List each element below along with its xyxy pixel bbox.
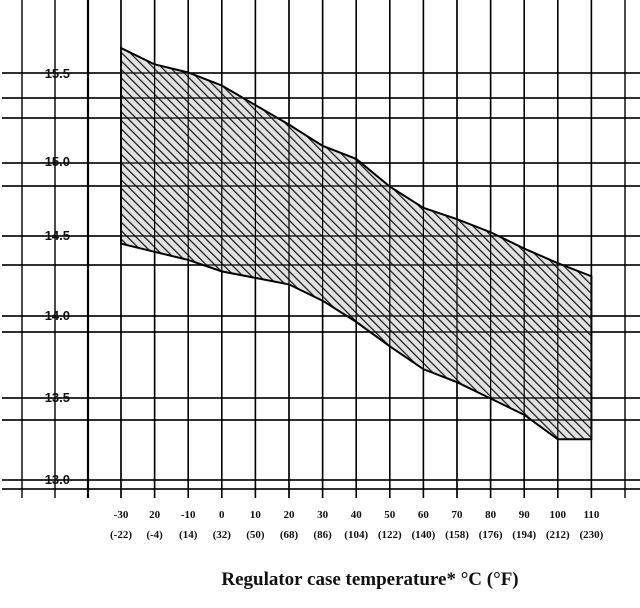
x-tick-celsius: 20 <box>284 509 296 521</box>
x-tick-celsius: 70 <box>452 509 464 521</box>
x-tick-celsius: 50 <box>384 509 396 521</box>
y-tick-label: 14.0 <box>45 308 70 323</box>
x-tick-celsius: 30 <box>317 509 329 521</box>
x-tick-celsius: 90 <box>519 509 531 521</box>
x-tick-fahrenheit: (-4) <box>146 529 163 541</box>
x-tick-fahrenheit: (140) <box>411 529 435 541</box>
x-tick-celsius: 100 <box>550 509 567 521</box>
x-tick-celsius: 0 <box>219 509 225 521</box>
x-tick-fahrenheit: (212) <box>546 529 570 541</box>
x-tick-fahrenheit: (194) <box>512 529 536 541</box>
x-axis-label: Regulator case temperature* °C (°F) <box>221 569 518 590</box>
y-tick-label: 13.5 <box>45 390 70 405</box>
x-tick-fahrenheit: (158) <box>445 529 469 541</box>
y-tick-label: 15.5 <box>45 66 70 81</box>
x-tick-fahrenheit: (14) <box>179 529 198 541</box>
x-tick-fahrenheit: (-22) <box>110 529 132 541</box>
x-tick-celsius: 40 <box>351 509 363 521</box>
x-tick-fahrenheit: (104) <box>344 529 368 541</box>
x-tick-celsius: 80 <box>485 509 497 521</box>
y-axis-ticks: 15.5 15.0 14.5 14.0 13.5 13.0 <box>45 66 70 487</box>
x-tick-celsius: 10 <box>250 509 262 521</box>
x-tick-fahrenheit: (32) <box>213 529 232 541</box>
x-tick-fahrenheit: (86) <box>313 529 332 541</box>
x-tick-fahrenheit: (176) <box>479 529 503 541</box>
x-tick-celsius: 110 <box>583 509 599 521</box>
x-tick-celsius: 20 <box>149 509 161 521</box>
y-tick-label: 13.0 <box>45 472 70 487</box>
x-tick-celsius: -30 <box>114 509 129 521</box>
y-tick-label: 14.5 <box>45 228 70 243</box>
x-tick-fahrenheit: (230) <box>579 529 603 541</box>
x-tick-celsius: 60 <box>418 509 430 521</box>
x-tick-fahrenheit: (50) <box>246 529 265 541</box>
voltage-band <box>2 0 640 498</box>
x-tick-fahrenheit: (68) <box>280 529 299 541</box>
y-tick-label: 15.0 <box>45 154 70 169</box>
x-tick-celsius: -10 <box>181 509 196 521</box>
x-tick-fahrenheit: (122) <box>378 529 402 541</box>
x-axis-ticks: -30 (-22) 20 (-4) -10 (14) 0 (32) 10 (50) 20 (68) 30… <box>110 509 604 541</box>
